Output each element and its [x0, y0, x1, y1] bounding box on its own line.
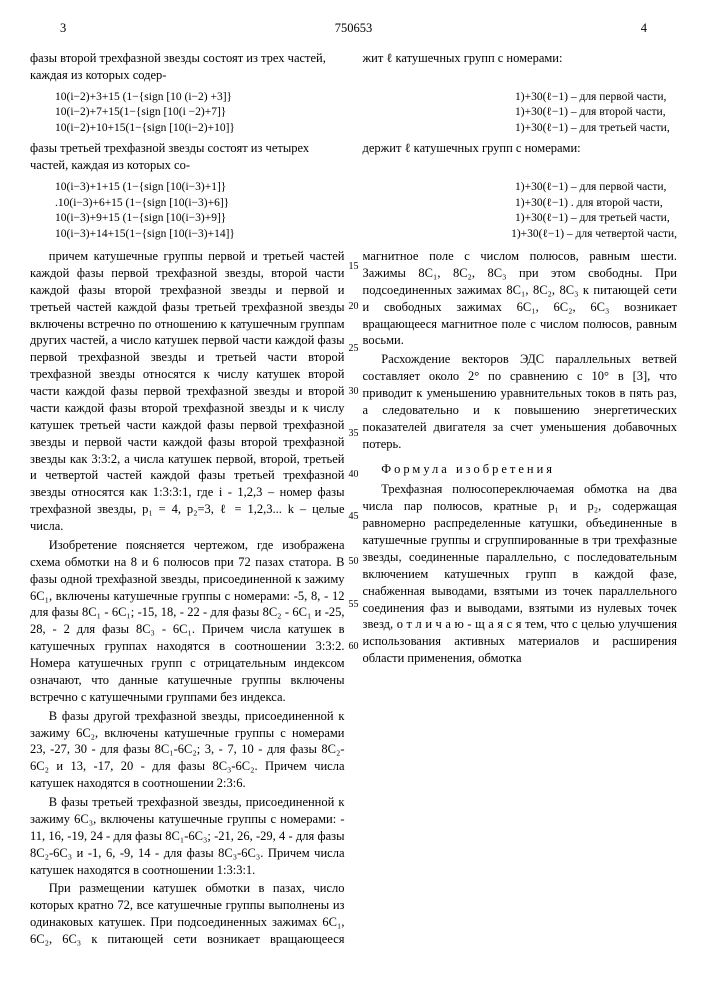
formula-row: 10(i−3)+1+15 (1−{sign [10(i−3)+1]}1)+30(… — [30, 180, 677, 196]
right-para-3: Расхождение векторов ЭДС параллельных ве… — [363, 351, 678, 452]
formula-tail: 1)+30(ℓ−1) – для второй части, — [515, 105, 677, 121]
formula-row: .10(i−3)+6+15 (1−{sign [10(i−3)+6]}1)+30… — [30, 196, 677, 212]
formula-row: 10(i−2)+7+15(1−{sign [10(i −2)+7]}1)+30(… — [30, 105, 677, 121]
page-number-left: 3 — [60, 20, 66, 37]
formula-expression: 10(i−3)+9+15 (1−{sign [10(i−3)+9]} — [30, 211, 515, 227]
patent-page: 3 750653 4 15 20 25 30 35 40 45 50 55 60 фазы вто… — [0, 0, 707, 1000]
formula-expression: 10(i−2)+3+15 (1−{sign [10 (i−2) +3]} — [30, 90, 515, 106]
right-para-4: Трехфазная полюсопереключаемая обмотка н… — [363, 481, 678, 667]
intro2-right: держит ℓ катушечных групп с номерами: — [363, 140, 678, 176]
formula-row: 10(i−2)+3+15 (1−{sign [10 (i−2) +3]}1)+3… — [30, 90, 677, 106]
formula-row: 10(i−3)+9+15 (1−{sign [10(i−3)+9]}1)+30(… — [30, 211, 677, 227]
formula-tail: 1)+30(ℓ−1) – для первой части, — [515, 180, 677, 196]
formula-row: 10(i−3)+14+15(1−{sign [10(i−3)+14]}1)+30… — [30, 227, 677, 243]
formula-tail: 1)+30(ℓ−1) – для четвертой части, — [511, 227, 677, 243]
formula-tail: 1)+30(ℓ−1) . для второй части, — [515, 196, 677, 212]
document-number: 750653 — [335, 20, 373, 37]
formula-tail: 1)+30(ℓ−1) – для третьей части, — [515, 211, 677, 227]
line-number: 60 — [349, 640, 359, 654]
line-number: 15 — [349, 260, 359, 274]
line-number: 55 — [349, 598, 359, 612]
intro-right: жит ℓ катушечных групп с номерами: — [363, 50, 678, 86]
line-number: 30 — [349, 385, 359, 399]
formula-expression: 10(i−2)+10+15(1−{sign [10(i−2)+10]} — [30, 121, 515, 137]
formula-block-2: 10(i−3)+1+15 (1−{sign [10(i−3)+1]}1)+30(… — [30, 180, 677, 242]
left-para-2: Изобретение поясняется чертежом, где изо… — [30, 537, 345, 706]
formula-expression: 10(i−3)+14+15(1−{sign [10(i−3)+14]} — [30, 227, 511, 243]
formula-row: 10(i−2)+10+15(1−{sign [10(i−2)+10]}1)+30… — [30, 121, 677, 137]
formula-expression: 10(i−2)+7+15(1−{sign [10(i −2)+7]} — [30, 105, 515, 121]
line-number: 45 — [349, 510, 359, 524]
formula-expression: 10(i−3)+1+15 (1−{sign [10(i−3)+1]} — [30, 180, 515, 196]
formula-tail: 1)+30(ℓ−1) – для третьей части, — [515, 121, 677, 137]
right-para-1: В фазы третьей трехфазной звезды, присое… — [30, 794, 345, 878]
formula-expression: .10(i−3)+6+15 (1−{sign [10(i−3)+6]} — [30, 196, 515, 212]
line-number: 50 — [349, 555, 359, 569]
line-number: 20 — [349, 300, 359, 314]
formula-tail: 1)+30(ℓ−1) – для первой части, — [515, 90, 677, 106]
intro2-left: фазы третьей трехфазной звезды состоят и… — [30, 140, 345, 176]
left-para-1: причем катушечные группы первой и третье… — [30, 248, 345, 535]
page-header: 3 750653 4 — [30, 20, 677, 42]
line-number: 35 — [349, 427, 359, 441]
formula-block-1: 10(i−2)+3+15 (1−{sign [10 (i−2) +3]}1)+3… — [30, 90, 677, 137]
page-number-right: 4 — [641, 20, 647, 37]
intro-left: фазы второй трехфазной звезды состоят из… — [30, 50, 345, 86]
line-number: 40 — [349, 468, 359, 482]
left-para-3: В фазы другой трехфазной звезды, присоед… — [30, 708, 345, 792]
line-number: 25 — [349, 342, 359, 356]
claims-title: Формула изобретения — [363, 461, 678, 478]
